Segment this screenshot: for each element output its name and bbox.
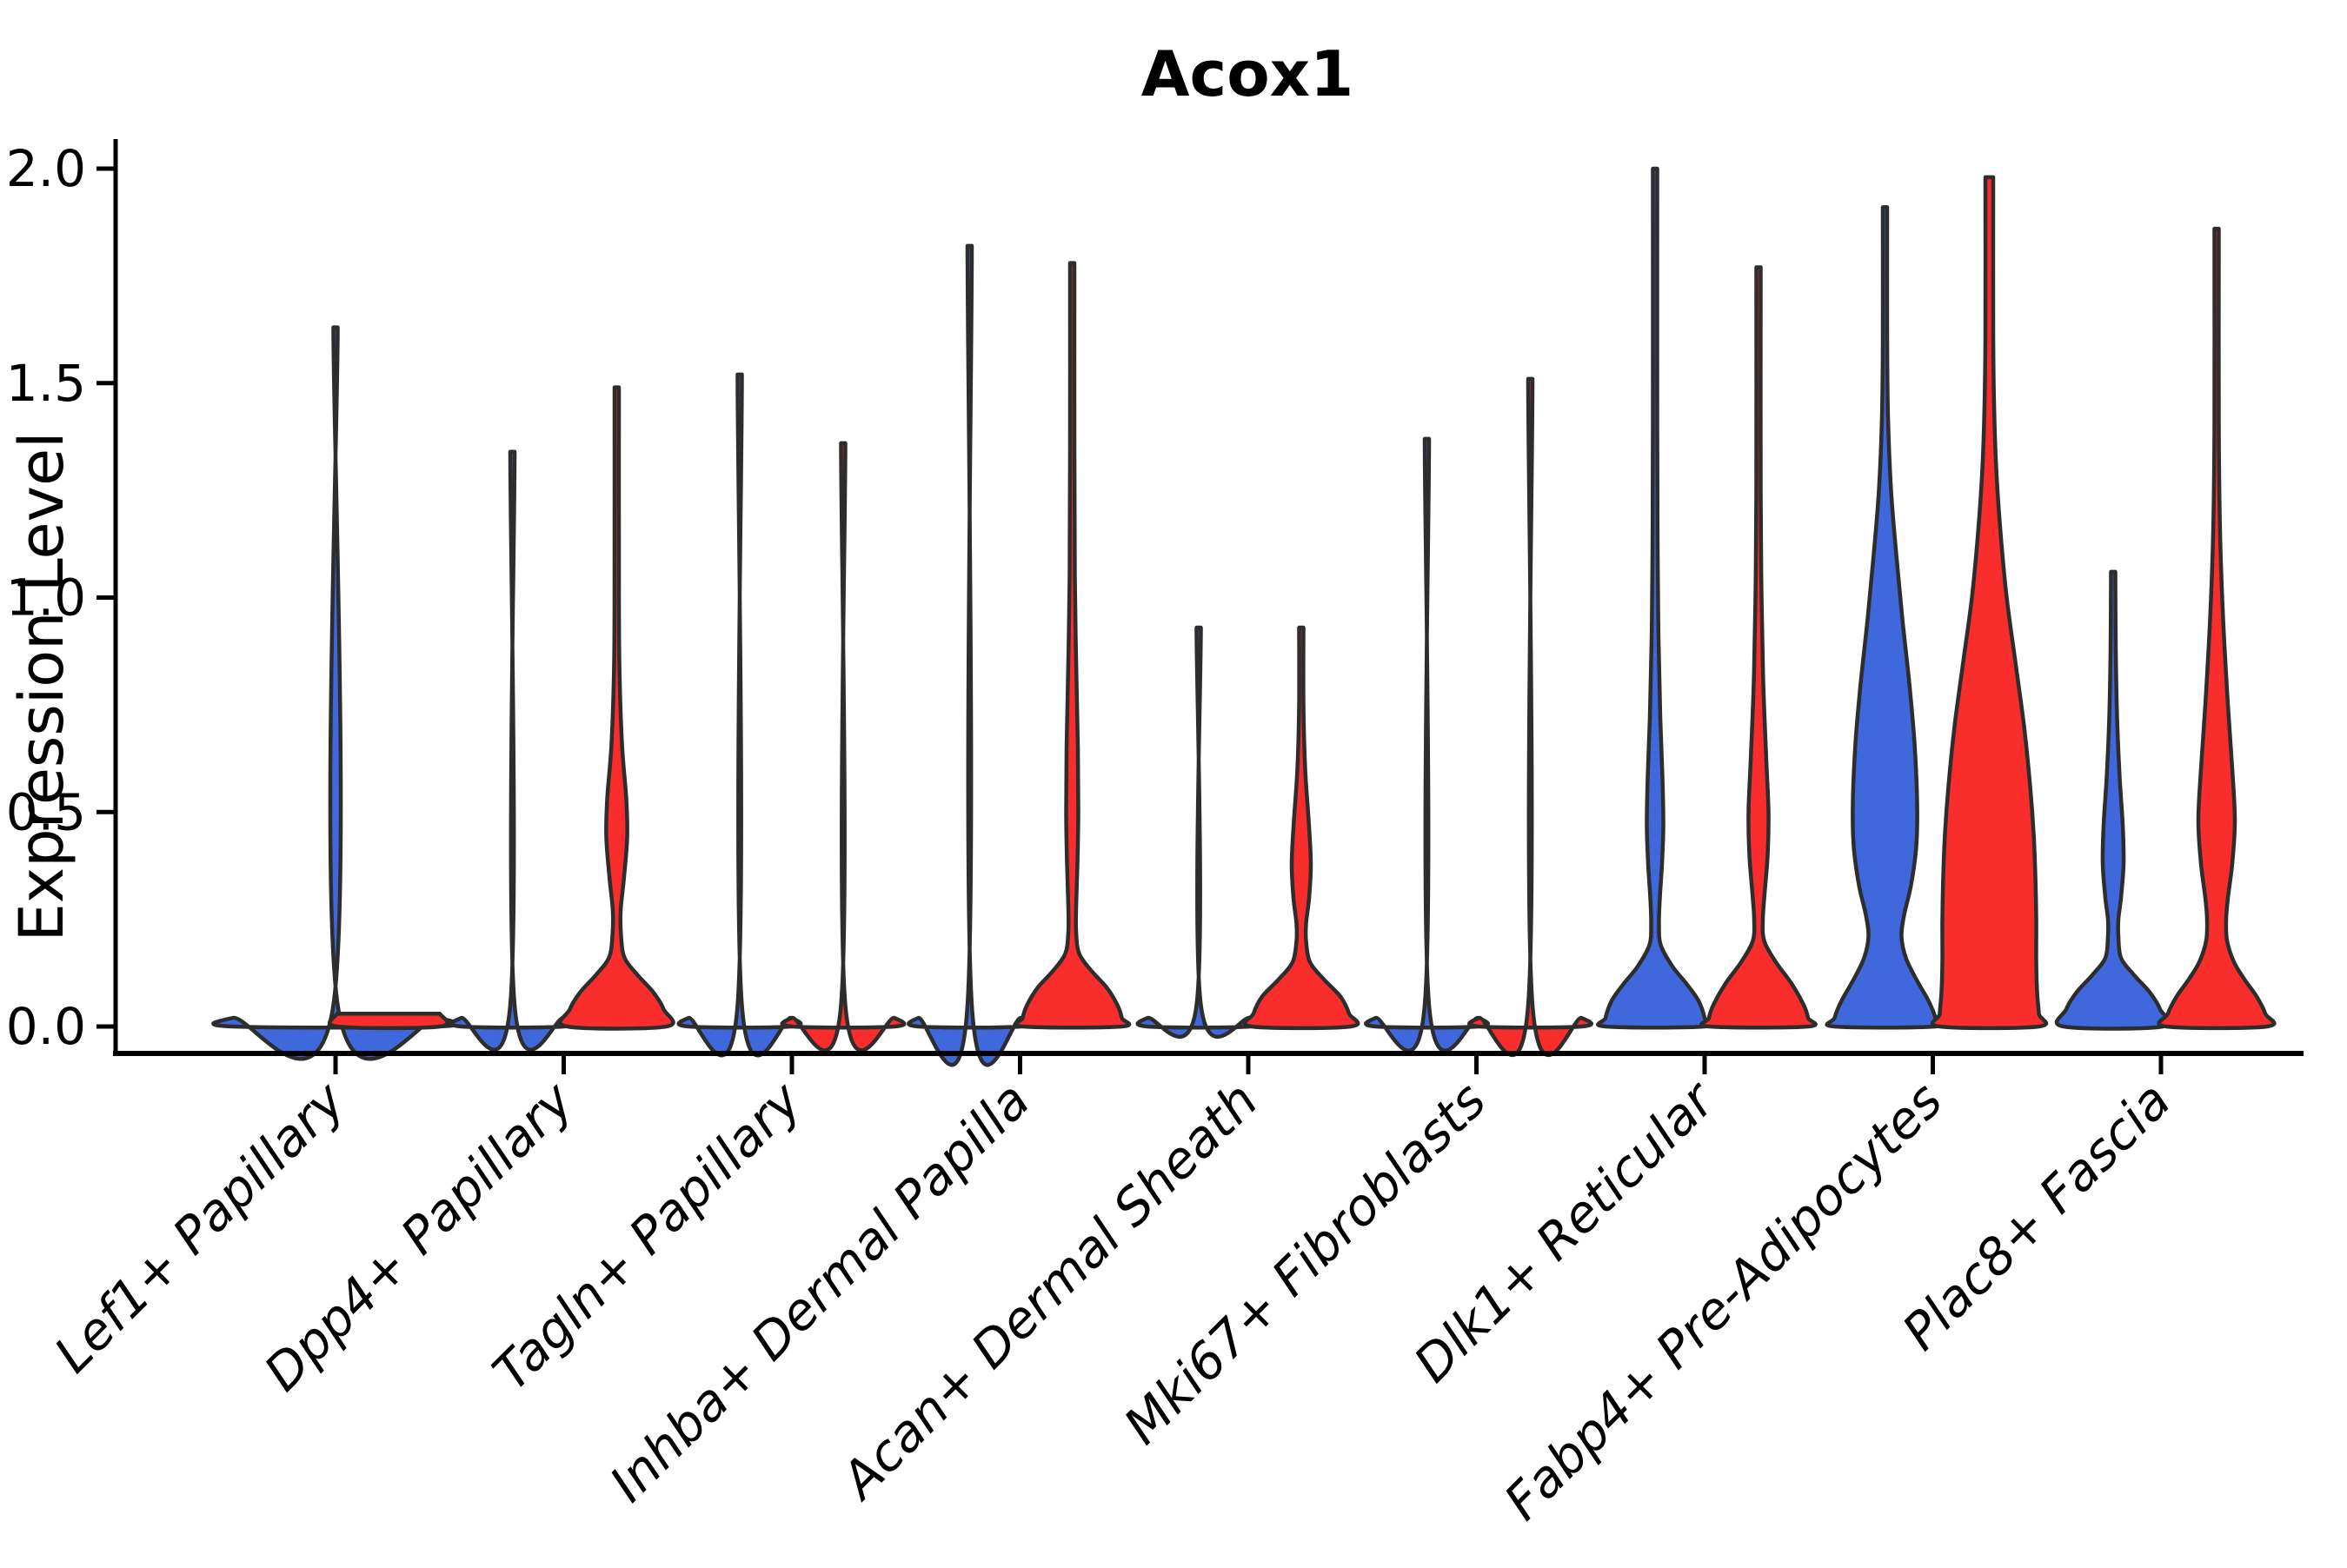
y-tick-label: 1.5	[6, 354, 86, 413]
violin-fabp4-pre-adipocytes-red	[1930, 175, 2049, 1031]
violin-tagln-papillary-red	[780, 441, 907, 1053]
violin-mki67-fibroblasts-red	[1467, 376, 1593, 1058]
x-tick-label-fabp4-pre-adipocytes: Fabp4+ Pre-Adipocytes	[1493, 1071, 1953, 1531]
violin-dpp4-papillary-blue	[449, 449, 575, 1052]
violin-inhba-dermal-papilla-blue	[907, 243, 1033, 1067]
y-tick-label: 0.5	[6, 782, 86, 841]
violin-dlk1-reticular-blue	[1596, 166, 1714, 1030]
violin-dpp4-papillary-red	[558, 385, 675, 1031]
violin-fabp4-pre-adipocytes-blue	[1825, 205, 1945, 1030]
y-tick-label: 1.0	[6, 568, 86, 628]
y-axis-label: Expression Level	[6, 431, 77, 941]
violin-lef1-papillary-red	[328, 1011, 449, 1031]
x-tick-label-inhba-dermal-papilla: Inhba+ Dermal Papilla	[598, 1071, 1041, 1513]
violin-mki67-fibroblasts-blue	[1364, 436, 1490, 1053]
violins-layer	[211, 166, 2277, 1067]
violin-inhba-dermal-papilla-red	[1013, 261, 1132, 1030]
y-tick-label: 0.0	[6, 997, 86, 1056]
violin-acan-dermal-sheath-blue	[1135, 625, 1262, 1040]
violin-plac8-fascia-blue	[2054, 569, 2172, 1031]
x-tick-label-acan-dermal-sheath: Acan+ Dermal Sheath	[828, 1071, 1269, 1512]
violin-lef1-papillary-blue	[211, 325, 460, 1061]
violin-acan-dermal-sheath-red	[1242, 625, 1360, 1031]
violin-dlk1-reticular-red	[1699, 265, 1818, 1030]
y-tick-label: 2.0	[6, 139, 86, 198]
violin-tagln-papillary-blue	[676, 372, 803, 1058]
violin-plac8-fascia-red	[2157, 226, 2277, 1031]
chart-title: Acox1	[1141, 37, 1353, 110]
